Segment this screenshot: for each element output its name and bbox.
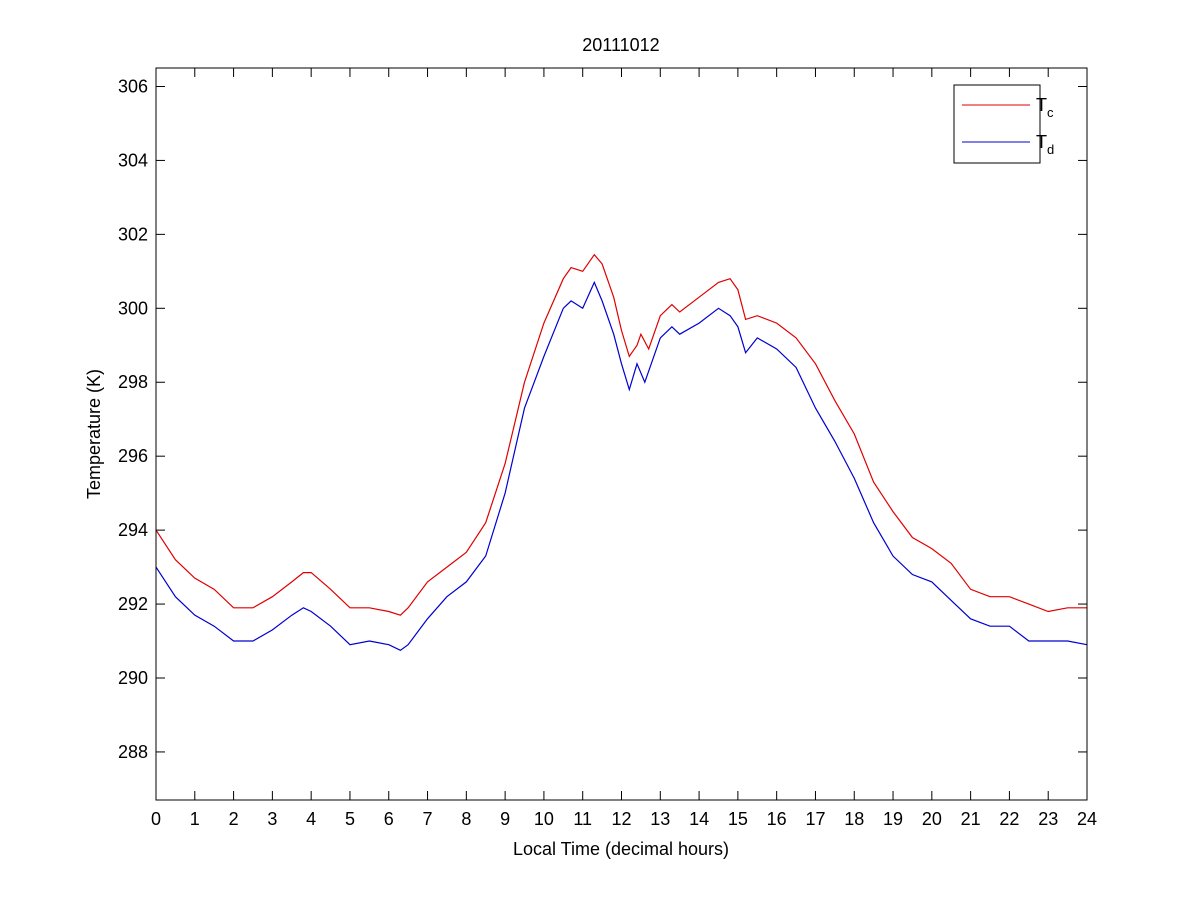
x-tick-label: 2 [229,809,239,829]
x-tick-label: 23 [1038,809,1058,829]
y-tick-label: 288 [118,742,148,762]
x-tick-label: 22 [999,809,1019,829]
y-tick-label: 294 [118,520,148,540]
legend-box [953,84,1041,164]
x-tick-label: 8 [461,809,471,829]
y-tick-label: 292 [118,594,148,614]
y-tick-label: 304 [118,150,148,170]
x-tick-label: 1 [190,809,200,829]
x-tick-label: 11 [573,809,592,829]
x-tick-label: 12 [611,809,631,829]
y-tick-label: 296 [118,446,148,466]
series-lines [155,253,1088,651]
x-tick-label: 7 [423,809,433,829]
x-tick-label: 20 [922,809,942,829]
x-tick-label: 16 [767,809,787,829]
y-axis-label: Temperature (K) [84,369,104,499]
x-tick-label: 4 [306,809,316,829]
legend-label-tc: Tc [1036,95,1054,120]
y-tick-label: 300 [118,298,148,318]
x-tick-label: 3 [267,809,277,829]
x-tick-label: 17 [805,809,825,829]
x-tick-label: 6 [384,809,394,829]
x-tick-label: 15 [728,809,748,829]
plot-frame [155,67,1088,801]
x-tick-label: 0 [151,809,161,829]
series-line-td [155,280,1088,651]
x-tick-label: 19 [883,809,903,829]
y-tick-label: 306 [118,76,148,96]
y-tick-label: 290 [118,668,148,688]
x-tick-label: 21 [961,809,981,829]
x-tick-label: 14 [689,809,709,829]
x-tick-label: 24 [1077,809,1097,829]
x-tick-label: 13 [650,809,670,829]
y-tick-label: 302 [118,224,148,244]
y-tick-label: 298 [118,372,148,392]
x-tick-label: 9 [500,809,510,829]
axis-ticks: 0 1 2 3 4 5 6 7 8 9 10 11 12 13 14 15 16 17 18 19 20 21 22 23 24… [118,68,1097,829]
legend: Tc Td [953,84,1054,164]
series-line-tc [155,253,1087,616]
x-axis-label: Local Time (decimal hours) [513,839,729,859]
chart-title: 20111012 [582,35,659,55]
legend-label-td: Td [1036,132,1054,157]
x-tick-label: 5 [345,809,355,829]
x-tick-label: 18 [844,809,864,829]
x-tick-label: 10 [534,809,554,829]
